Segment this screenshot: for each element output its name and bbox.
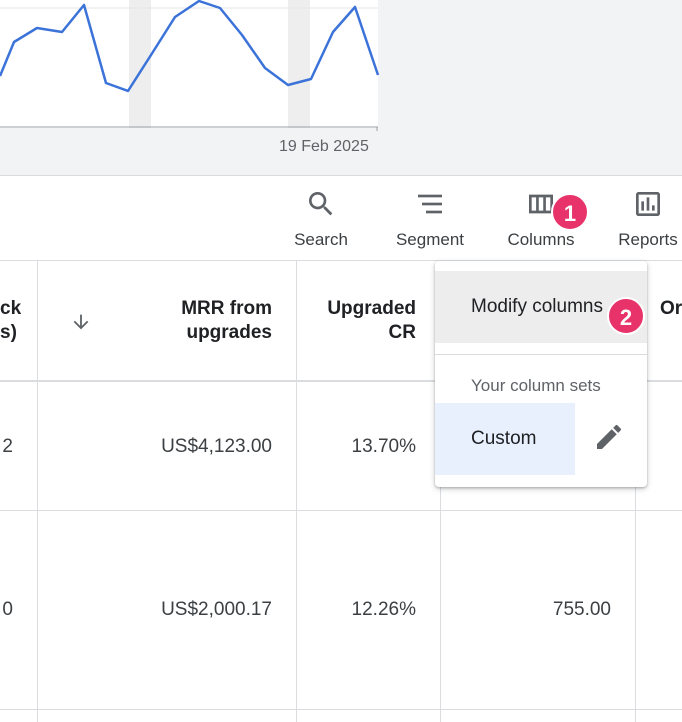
column-set-custom[interactable]: Custom — [435, 403, 575, 475]
header-line: Or — [660, 298, 682, 319]
table-cell: US$4,123.00 — [161, 436, 272, 457]
step-badge-1: 1 — [551, 193, 589, 231]
menu-divider — [435, 354, 647, 355]
data-table: ck s) MRR from upgrades Upgraded CR Or 2… — [0, 261, 682, 722]
column-header-mrr[interactable]: MRR from upgrades — [120, 297, 272, 345]
weekend-band — [288, 0, 310, 128]
header-line: CR — [388, 322, 416, 343]
search-label: Search — [294, 230, 348, 249]
table-cell: 13.70% — [351, 436, 416, 457]
trend-chart: 19 Feb 2025 — [0, 0, 682, 176]
column-divider — [440, 261, 441, 722]
columns-icon — [529, 194, 553, 214]
search-icon — [309, 192, 333, 216]
search-button[interactable]: Search — [286, 176, 356, 261]
table-cell: 755.00 — [552, 599, 611, 620]
header-line: s) — [0, 322, 17, 343]
column-header-partial[interactable]: ck s) — [0, 297, 22, 345]
columns-button[interactable]: Columns — [498, 176, 584, 261]
row-divider — [0, 709, 682, 710]
header-line: upgrades — [186, 322, 272, 343]
segment-button[interactable]: Segment — [388, 176, 472, 261]
series-line — [0, 0, 380, 93]
table-cell: 2 — [2, 436, 13, 457]
columns-menu: Modify columns Your column sets Custom — [435, 261, 647, 487]
x-tick-label: 19 Feb 2025 — [279, 138, 369, 155]
header-line: ck — [0, 298, 22, 319]
column-divider — [296, 261, 297, 722]
column-set-label: Custom — [471, 428, 537, 449]
row-divider — [0, 510, 682, 511]
table-cell: 0 — [2, 599, 13, 620]
reports-button[interactable]: Reports — [610, 176, 682, 261]
chart-svg — [0, 0, 380, 131]
column-header-partial-right[interactable]: Or — [660, 297, 682, 321]
segment-label: Segment — [395, 230, 465, 249]
step-badge-2: 2 — [607, 297, 645, 335]
table-cell: 12.26% — [351, 599, 416, 620]
column-divider — [37, 261, 38, 722]
modify-columns-label: Modify columns — [471, 296, 603, 317]
header-line: MRR from — [181, 298, 272, 319]
sort-descending-icon[interactable] — [70, 311, 92, 333]
header-divider — [0, 380, 682, 382]
plot-area — [0, 0, 378, 128]
reports-icon — [636, 192, 660, 216]
pencil-icon[interactable] — [593, 421, 625, 453]
reports-label: Reports — [618, 230, 678, 249]
segment-icon — [418, 194, 442, 214]
weekend-band — [129, 0, 151, 128]
table-cell: US$2,000.17 — [161, 599, 272, 620]
columns-label: Columns — [507, 230, 575, 249]
column-divider — [635, 261, 636, 722]
column-sets-heading: Your column sets — [471, 376, 601, 395]
column-header-upgraded-cr[interactable]: Upgraded CR — [300, 297, 416, 345]
header-line: Upgraded — [327, 298, 416, 319]
